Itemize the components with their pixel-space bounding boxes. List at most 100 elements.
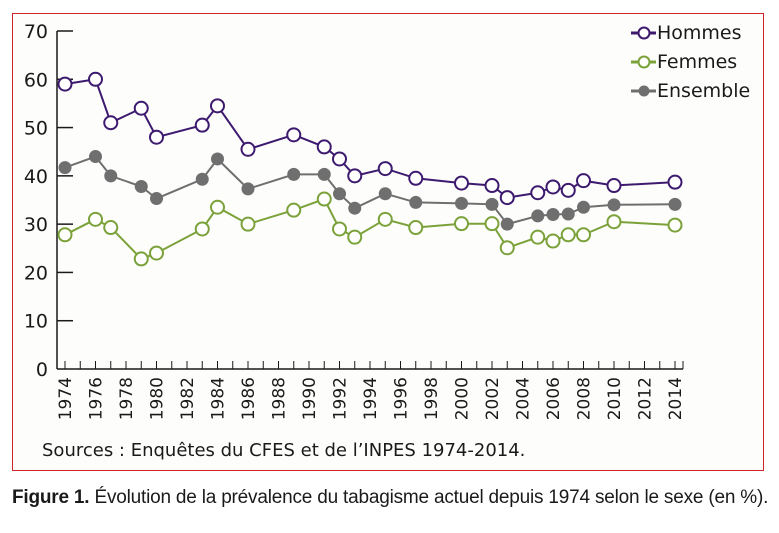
data-point-ensemble xyxy=(500,217,514,231)
legend-marker xyxy=(637,55,651,69)
data-point-hommes xyxy=(316,139,332,155)
y-tick-label: 70 xyxy=(24,21,48,43)
data-point-ensemble xyxy=(409,195,423,209)
data-point-ensemble xyxy=(607,198,621,212)
data-point-femmes xyxy=(133,251,149,267)
data-point-femmes xyxy=(332,221,347,237)
data-point-hommes xyxy=(484,178,500,194)
data-point-femmes xyxy=(240,216,256,232)
data-point-ensemble xyxy=(150,192,163,206)
x-tick-label: 1978 xyxy=(117,377,137,420)
data-point-femmes xyxy=(454,216,469,232)
data-point-hommes xyxy=(545,179,561,195)
data-point-ensemble xyxy=(577,200,590,214)
legend-marker xyxy=(637,26,651,40)
data-point-hommes xyxy=(606,178,622,194)
data-point-ensemble xyxy=(287,167,301,181)
y-tick-label: 0 xyxy=(36,359,48,381)
x-tick-label: 1988 xyxy=(270,377,290,420)
x-tick-label: 2008 xyxy=(575,377,595,420)
x-tick-label: 2000 xyxy=(453,377,473,420)
data-point-hommes xyxy=(210,98,225,114)
data-point-femmes xyxy=(347,229,363,245)
data-point-femmes xyxy=(316,191,332,207)
y-tick-label: 30 xyxy=(24,214,48,236)
x-tick-label: 1980 xyxy=(148,377,168,420)
data-point-hommes xyxy=(667,174,683,190)
x-tick-label: 1984 xyxy=(209,377,229,420)
data-point-ensemble xyxy=(134,179,148,193)
series-points xyxy=(57,71,683,267)
caption-label: Figure 1. xyxy=(12,487,90,508)
data-point-hommes xyxy=(103,115,119,131)
data-point-ensemble xyxy=(195,172,209,186)
data-point-ensemble xyxy=(668,197,682,211)
y-tick-label: 20 xyxy=(24,262,48,284)
x-tick-label: 1974 xyxy=(56,377,76,420)
legend-item-ensemble: Ensemble xyxy=(631,80,750,102)
data-point-femmes xyxy=(194,221,210,237)
figure-frame xyxy=(12,13,764,471)
x-tick-label: 2004 xyxy=(514,377,534,420)
data-point-femmes xyxy=(286,202,302,218)
line-chart: 0 10 20 30 40 50 60 70 1974 1976 1978 1980 1982 1984 1… xyxy=(24,21,750,420)
data-point-hommes xyxy=(149,129,164,145)
data-point-hommes xyxy=(530,185,546,201)
caption-text: Évolution de la prévalence du tabagisme … xyxy=(89,487,769,508)
data-point-ensemble xyxy=(485,197,499,211)
data-point-hommes xyxy=(347,168,363,184)
x-tick-label: 1982 xyxy=(178,377,198,420)
data-point-femmes xyxy=(484,216,500,232)
data-point-ensemble xyxy=(241,182,255,196)
data-point-femmes xyxy=(88,211,103,227)
series-line-ensemble xyxy=(64,155,676,226)
x-tick-label: 2010 xyxy=(605,377,625,420)
data-point-femmes xyxy=(560,227,576,243)
data-point-hommes xyxy=(454,175,469,191)
x-tick-label: 1994 xyxy=(361,377,381,420)
x-tick-label: 1986 xyxy=(239,377,259,420)
data-point-ensemble xyxy=(455,196,468,210)
data-point-femmes xyxy=(545,233,561,249)
data-point-hommes xyxy=(286,127,302,143)
x-tick-label: 2012 xyxy=(636,377,656,420)
y-tick-label: 50 xyxy=(24,118,48,140)
data-point-ensemble xyxy=(58,161,72,175)
data-point-hommes xyxy=(332,151,347,167)
x-tick-label: 1998 xyxy=(422,377,442,420)
data-point-ensemble xyxy=(317,167,331,181)
x-tick-label: 1996 xyxy=(392,377,412,420)
data-point-ensemble xyxy=(378,187,392,201)
data-point-femmes xyxy=(530,229,546,245)
legend-label: Hommes xyxy=(657,22,742,44)
data-point-femmes xyxy=(408,220,424,236)
data-point-femmes xyxy=(149,245,164,261)
axes: 0 10 20 30 40 50 60 70 1974 1976 1978 1980 1982 1984 1… xyxy=(24,21,686,420)
data-point-ensemble xyxy=(546,207,560,221)
data-point-ensemble xyxy=(104,169,118,183)
x-tick-label: 1992 xyxy=(331,377,351,420)
data-point-femmes xyxy=(499,240,515,256)
data-point-femmes xyxy=(103,220,119,236)
x-tick-label: 2014 xyxy=(666,377,686,420)
y-tick-label: 10 xyxy=(24,311,48,333)
data-point-hommes xyxy=(408,170,424,186)
legend: Hommes Femmes Ensemble xyxy=(631,22,750,102)
figure-caption: Figure 1. Évolution de la prévalence du … xyxy=(12,487,768,509)
data-point-femmes xyxy=(606,214,622,230)
data-point-hommes xyxy=(88,71,103,87)
data-point-femmes xyxy=(57,227,73,243)
data-point-hommes xyxy=(576,173,591,189)
x-tick-label: 2006 xyxy=(544,377,564,420)
data-point-hommes xyxy=(240,141,256,157)
legend-label: Femmes xyxy=(657,51,737,73)
x-tick-label: 1990 xyxy=(300,377,320,420)
source-note: Sources : Enquêtes du CFES et de l’INPES… xyxy=(42,440,526,461)
data-point-ensemble xyxy=(531,209,545,223)
data-point-ensemble xyxy=(561,207,575,221)
legend-item-hommes: Hommes xyxy=(631,22,742,44)
data-point-hommes xyxy=(133,100,149,116)
data-point-femmes xyxy=(377,211,393,227)
data-point-hommes xyxy=(560,182,576,198)
legend-item-femmes: Femmes xyxy=(631,51,737,73)
